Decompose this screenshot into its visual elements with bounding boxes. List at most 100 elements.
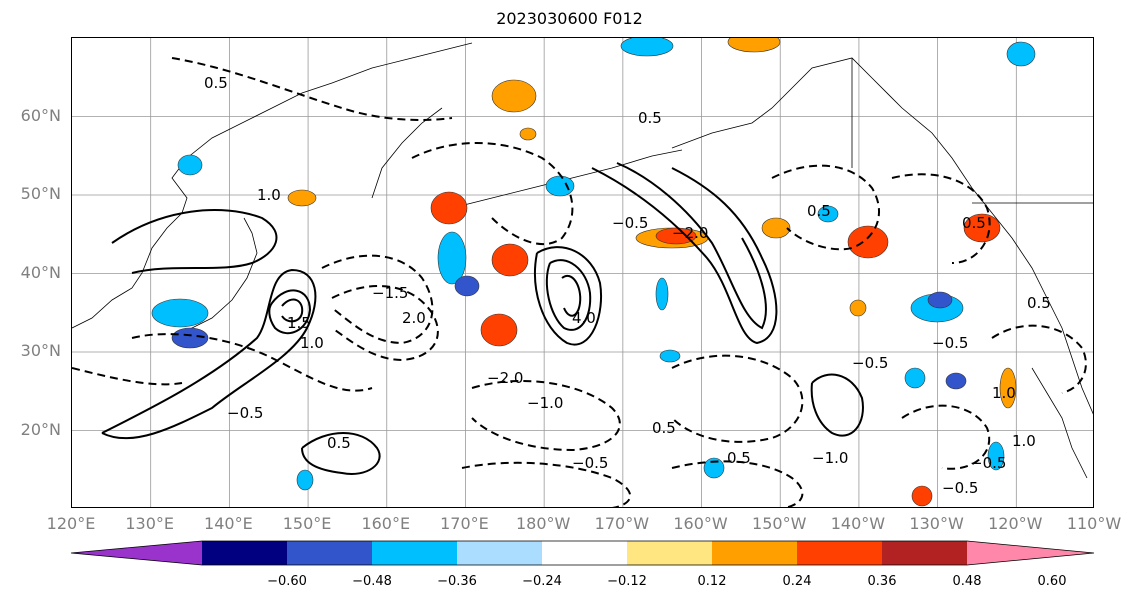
positive-contour	[301, 432, 381, 475]
longitude-label: 140°E	[204, 514, 253, 533]
map-plot-area: 0.5 0.5 −0.5 1.5 1.0 2.0 4.0 0.5 0.5 −1.0 0.5 −0.5 0…	[71, 37, 1094, 508]
contour-value-label: 0.5	[327, 434, 351, 452]
coastlines	[72, 42, 1093, 479]
contour-value-label: 0.5	[807, 202, 831, 220]
anomaly-shading	[287, 189, 317, 207]
anomaly-shading	[927, 291, 953, 309]
anomaly-shading	[491, 79, 537, 113]
anomaly-shading	[945, 372, 967, 390]
positive-contour	[281, 298, 304, 323]
anomaly-shading	[847, 225, 889, 259]
longitude-label: 170°W	[594, 514, 650, 533]
contour-lines	[72, 57, 1087, 507]
anomaly-shading	[437, 231, 467, 285]
contour-value-label: 0.5	[962, 214, 986, 232]
contour-value-label: 0.5	[727, 449, 751, 467]
colorbar-tick-label: 0.12	[697, 574, 727, 589]
japan-coastline	[171, 217, 258, 339]
negative-contour	[461, 461, 632, 507]
colorbar-segment	[542, 541, 627, 565]
colorbar-tick-label: 0.24	[782, 574, 812, 589]
anomaly-shading	[911, 485, 933, 507]
anomaly-shading	[727, 38, 781, 53]
anomaly-shading	[1006, 41, 1036, 67]
colorbar-tick-label: −0.24	[522, 574, 562, 589]
latitude-label: 20°N	[20, 419, 61, 439]
anomaly-shading	[849, 299, 867, 317]
longitude-label: 130°E	[125, 514, 175, 533]
longitude-label: 140°W	[830, 514, 886, 533]
negative-contour	[331, 285, 439, 362]
colorbar-segment	[372, 541, 457, 565]
contour-value-label: −0.5	[932, 334, 968, 352]
contour-value-label: −1.5	[372, 284, 408, 302]
aleutian-islands	[451, 149, 683, 209]
anomaly-shading	[519, 127, 537, 141]
anomaly-shading	[817, 205, 839, 223]
contour-value-label: −1.0	[812, 449, 848, 467]
positive-contour	[534, 246, 602, 346]
contour-value-label: 0.5	[638, 109, 662, 127]
longitude-label: 160°E	[361, 514, 411, 533]
contour-value-label: −0.5	[572, 454, 608, 472]
longitude-label: 120°E	[46, 514, 96, 533]
positive-contour	[268, 289, 312, 335]
map-canvas: 0.5 0.5 −0.5 1.5 1.0 2.0 4.0 0.5 0.5 −1.0 0.5 −0.5 0…	[72, 38, 1093, 507]
contour-value-label: 4.0	[572, 309, 596, 327]
latitude-label: 60°N	[20, 105, 61, 125]
negative-contour	[771, 164, 881, 251]
negative-contour	[671, 460, 804, 507]
anomaly-shading	[545, 175, 575, 197]
anomaly-shading	[999, 367, 1017, 409]
anomaly-shading	[491, 243, 529, 277]
graticule-grid	[72, 38, 1093, 507]
negative-contour	[321, 254, 434, 345]
colorbar-tick-label: −0.48	[352, 574, 392, 589]
anomaly-shading	[296, 469, 314, 491]
latitude-label: 30°N	[20, 341, 61, 360]
contour-value-label: 1.0	[300, 334, 324, 352]
positive-contour	[561, 275, 582, 317]
contour-value-label: −0.5	[970, 454, 1006, 472]
colorbar-segment	[457, 541, 542, 565]
anomaly-shading	[659, 349, 681, 363]
longitude-label: 160°W	[673, 514, 728, 533]
negative-contour	[891, 173, 991, 264]
contour-value-label: −2.0	[672, 224, 708, 242]
positive-contour	[111, 209, 278, 274]
contour-value-label: −1.0	[527, 394, 563, 412]
contour-value-label: 2.0	[402, 309, 426, 327]
latitude-label: 50°N	[20, 184, 61, 203]
baja-coastline	[1031, 367, 1088, 479]
anomaly-shading	[177, 154, 203, 176]
colorbar-segment	[797, 541, 882, 565]
anomaly-shading	[987, 441, 1005, 471]
colorbar-tick-label: −0.60	[267, 574, 307, 589]
negative-contour	[171, 57, 453, 121]
contour-value-label: 0.5	[652, 419, 676, 437]
colorbar-segment	[712, 541, 797, 565]
contour-value-label: 1.0	[1012, 432, 1036, 450]
colorbar-segment	[967, 541, 1094, 565]
colorbar-outline	[70, 540, 1095, 566]
alaska-coastline	[671, 57, 1093, 415]
contour-value-label: 1.5	[287, 314, 311, 332]
negative-contour	[901, 404, 991, 470]
anomaly-shading	[904, 367, 926, 389]
contour-value-label: −2.0	[487, 369, 523, 387]
contour-value-label: 0.5	[204, 74, 228, 92]
positive-contour	[810, 373, 864, 437]
colorbar-tick-label: −0.12	[607, 574, 647, 589]
contour-value-label: 1.0	[992, 384, 1016, 402]
longitude-label: 150°W	[752, 514, 807, 533]
positive-contour	[616, 162, 767, 330]
longitude-label: 130°W	[909, 514, 964, 533]
colorbar-segment	[287, 541, 372, 565]
colorbar	[70, 540, 1095, 566]
colorbar-segment	[71, 541, 202, 565]
anomaly-shading	[963, 213, 1001, 243]
latitude-label: 40°N	[20, 262, 61, 282]
contour-value-label: −0.5	[227, 404, 263, 422]
kamchatka-coastline	[371, 107, 443, 199]
longitude-label: 180°W	[515, 514, 571, 533]
